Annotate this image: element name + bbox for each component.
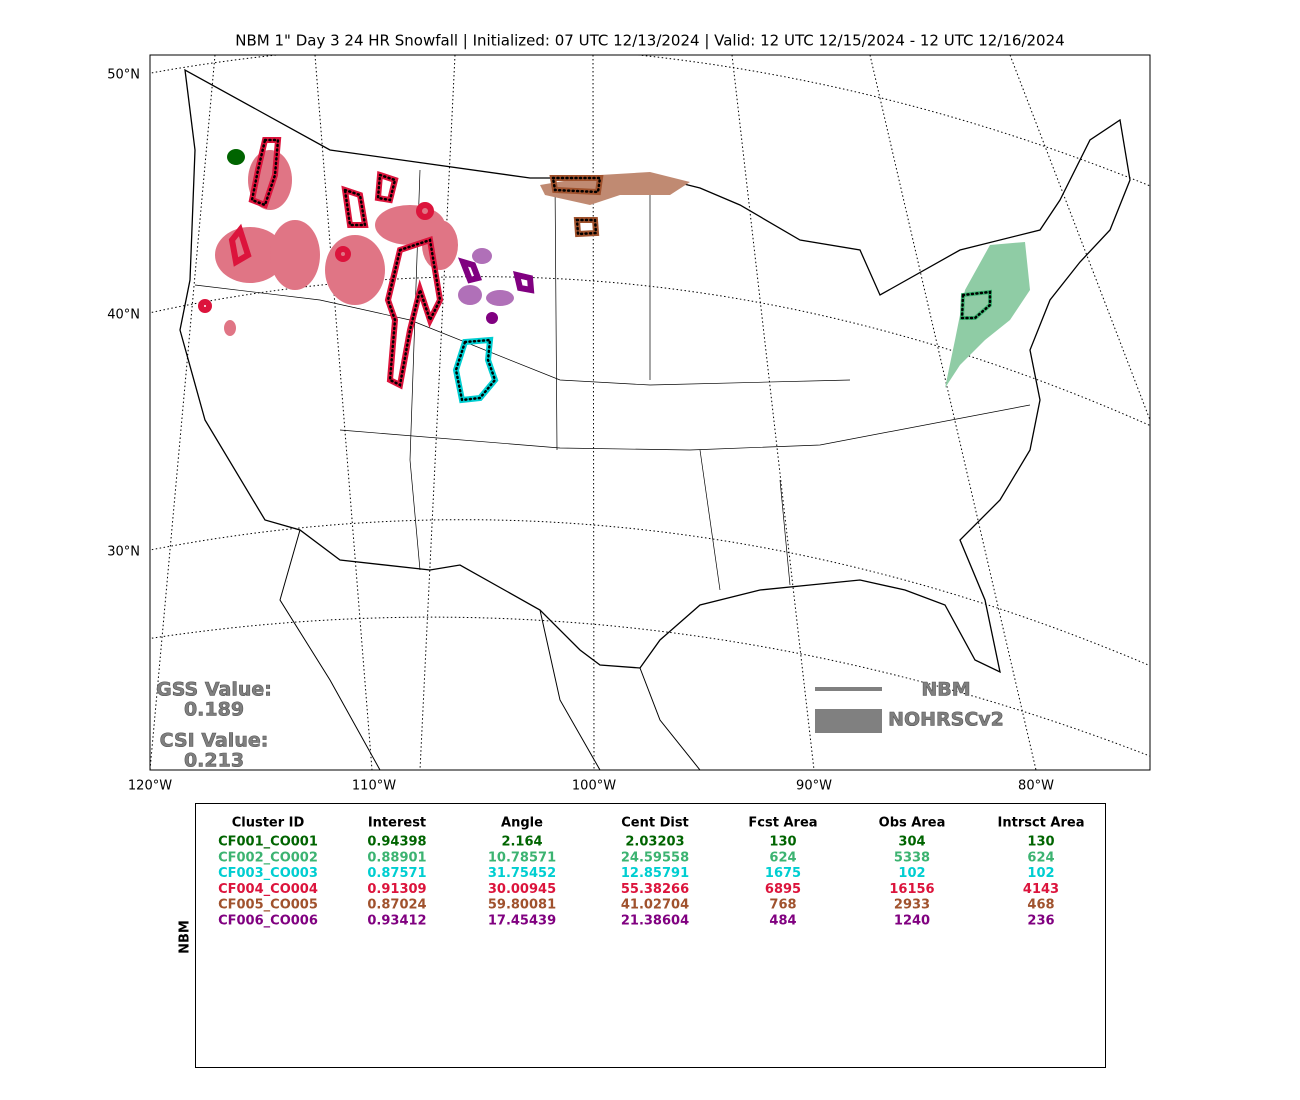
column-header: Intrsct Area xyxy=(998,816,1085,831)
title: NBM 1" Day 3 24 HR Snowfall | Initialize… xyxy=(235,32,1064,50)
lat-label: 40°N xyxy=(107,308,140,323)
table-cell: 59.80081 xyxy=(488,898,556,913)
table-cell: 130 xyxy=(769,835,796,850)
table-cell: 6895 xyxy=(765,882,801,897)
legend-swatch xyxy=(815,709,882,733)
side-label: NBM xyxy=(178,920,193,954)
table-cell: 1240 xyxy=(894,914,930,929)
parallel xyxy=(150,55,1150,187)
fcst-outline xyxy=(457,257,535,324)
table-cell: 624 xyxy=(1027,850,1054,865)
table-cell: CF004_CO004 xyxy=(218,882,318,897)
score-label: GSS Value: xyxy=(156,679,272,701)
table-cell: CF003_CO003 xyxy=(218,866,318,881)
table-cell: 2.164 xyxy=(501,835,542,850)
table: NBM Cluster ID Interest Angle Cent Dist Fcst… xyxy=(178,803,1106,1068)
table-frame xyxy=(195,803,1106,1068)
map-frame xyxy=(149,54,1151,771)
table-cell: 0.88901 xyxy=(367,850,426,865)
table-cell: CF002_CO002 xyxy=(218,850,318,865)
column-header: Fcst Area xyxy=(748,816,817,831)
lon-label: 120°W xyxy=(128,779,172,794)
lon-label: 110°W xyxy=(352,779,396,794)
table-cell: 0.91309 xyxy=(367,882,426,897)
legend-label: NOHRSCv2 xyxy=(888,709,1004,731)
column-header: Cent Dist xyxy=(621,816,689,831)
state-lines xyxy=(194,169,1031,591)
legend-label: NBM xyxy=(921,679,970,701)
lon-label: 100°W xyxy=(572,779,616,794)
meridian xyxy=(419,55,456,770)
lat-label: 30°N xyxy=(107,545,140,560)
table-cell: 304 xyxy=(898,835,925,850)
obs-area xyxy=(945,242,1030,388)
lon-label: 90°W xyxy=(796,779,832,794)
table-cell: 0.94398 xyxy=(367,835,426,850)
lat-label: 50°N xyxy=(107,68,140,83)
table-cell: 31.75452 xyxy=(488,866,556,881)
table-cell: 484 xyxy=(769,914,796,929)
table-cell: 624 xyxy=(769,850,796,865)
column-header: Obs Area xyxy=(879,816,946,831)
column-header: Cluster ID xyxy=(232,816,305,831)
table-cell: 12.85791 xyxy=(621,866,689,881)
lon-label: 80°W xyxy=(1018,779,1054,794)
table-cell: CF001_CO001 xyxy=(218,835,318,850)
table-cell: 16156 xyxy=(889,882,934,897)
table-cell: 102 xyxy=(1027,866,1054,881)
table-cell: 10.78571 xyxy=(488,850,556,865)
table-cell: 2.03203 xyxy=(625,835,684,850)
table-cell: 236 xyxy=(1027,914,1054,929)
table-cell: 768 xyxy=(769,898,796,913)
score-label: CSI Value: xyxy=(160,730,269,752)
table-cell: 4143 xyxy=(1023,882,1059,897)
map: 50°N 40°N 30°N 120°W 110°W 100°W 90°W 80… xyxy=(107,54,1151,794)
meridian xyxy=(1009,55,1150,421)
table-cell: 0.87024 xyxy=(367,898,426,913)
table-cell: CF005_CO005 xyxy=(218,898,318,913)
table-cell: 130 xyxy=(1027,835,1054,850)
table-cell: 55.38266 xyxy=(621,882,689,897)
table-cell: 468 xyxy=(1027,898,1054,913)
table-cell: 102 xyxy=(898,866,925,881)
score-value: 0.213 xyxy=(184,750,244,772)
table-cell: 41.02704 xyxy=(621,898,689,913)
parallel xyxy=(150,616,1150,757)
table-cell: 17.45439 xyxy=(488,914,556,929)
table-cell: 24.59558 xyxy=(621,850,689,865)
table-cell: 21.38604 xyxy=(621,914,689,929)
table-cell: 30.00945 xyxy=(488,882,556,897)
score-value: 0.189 xyxy=(184,699,244,721)
column-header: Angle xyxy=(501,816,543,831)
table-cell: 1675 xyxy=(765,866,801,881)
table-cell: CF006_CO006 xyxy=(218,914,318,929)
table-cell: 5338 xyxy=(894,850,930,865)
mexico-outline xyxy=(279,529,701,770)
parallel xyxy=(150,519,1150,667)
table-cell: 0.87571 xyxy=(367,866,426,881)
column-header: Interest xyxy=(368,816,426,831)
coastline xyxy=(179,68,1131,674)
table-cell: 2933 xyxy=(894,898,930,913)
table-cell: 0.93412 xyxy=(367,914,426,929)
